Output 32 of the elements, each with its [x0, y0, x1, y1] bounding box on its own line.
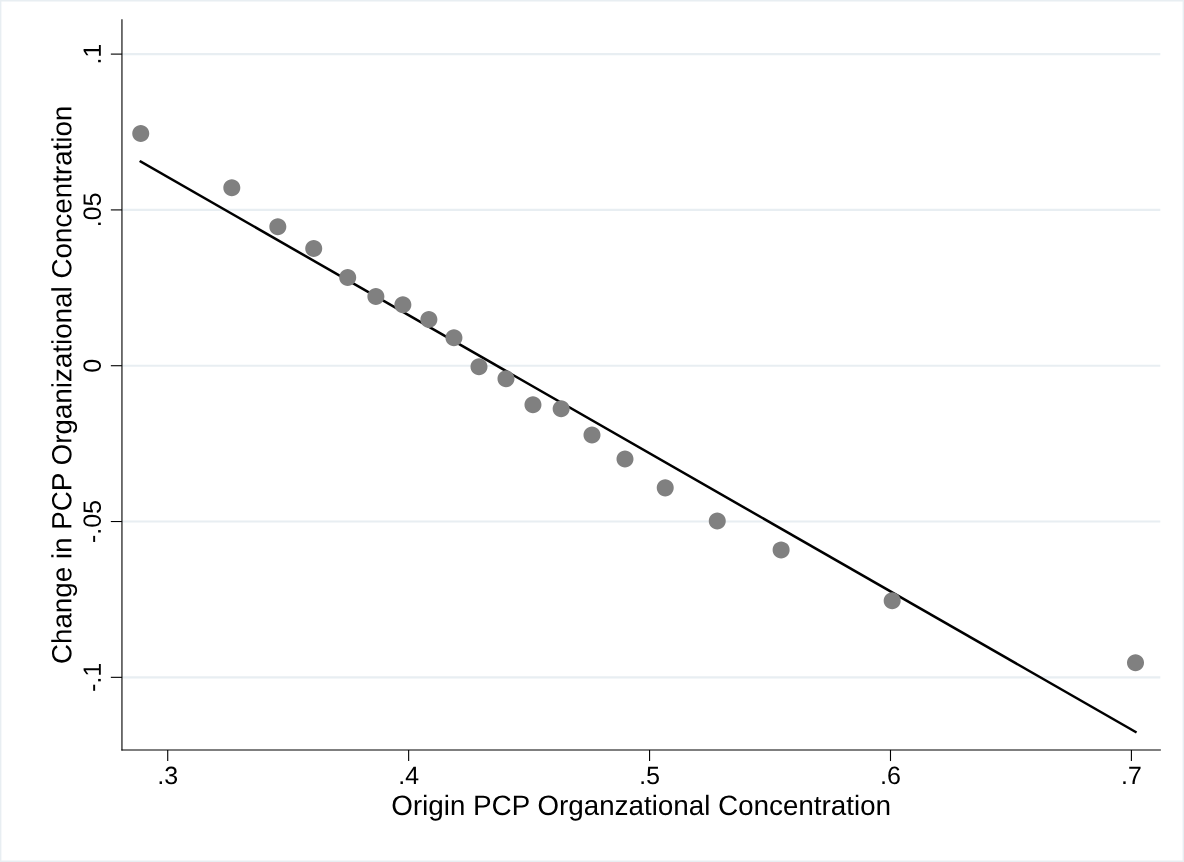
point	[708, 512, 726, 530]
x-axis-title: Origin PCP Organzational Concentration	[392, 794, 890, 821]
x-tick-label: .3	[159, 766, 178, 785]
y-tick-label: .1	[83, 44, 101, 63]
point	[497, 370, 515, 388]
point	[269, 218, 287, 236]
point	[394, 296, 412, 314]
x-tick-label: .5	[641, 766, 659, 785]
x-tick-label: .4	[400, 766, 419, 785]
point	[367, 288, 385, 306]
point	[772, 541, 790, 559]
y-axis-title: Change in PCP Organizational Concentration	[51, 107, 78, 663]
point	[524, 396, 542, 414]
y-tick-label: .05	[83, 193, 102, 225]
y-tick-label: 0	[83, 359, 102, 372]
y-tick-label: -.1	[83, 663, 101, 691]
point	[583, 426, 601, 444]
point	[656, 479, 674, 497]
point	[883, 592, 901, 610]
point	[470, 358, 488, 376]
point	[552, 400, 570, 418]
y-tick-label: -.05	[83, 501, 102, 542]
point	[1127, 654, 1145, 672]
x-tick-label: .6	[882, 766, 900, 785]
x-tick-label: .7	[1123, 766, 1141, 785]
point	[223, 179, 241, 197]
point	[420, 311, 438, 329]
point	[445, 329, 463, 347]
point	[339, 269, 357, 287]
point	[616, 450, 634, 468]
point	[305, 240, 323, 258]
point	[132, 125, 150, 143]
